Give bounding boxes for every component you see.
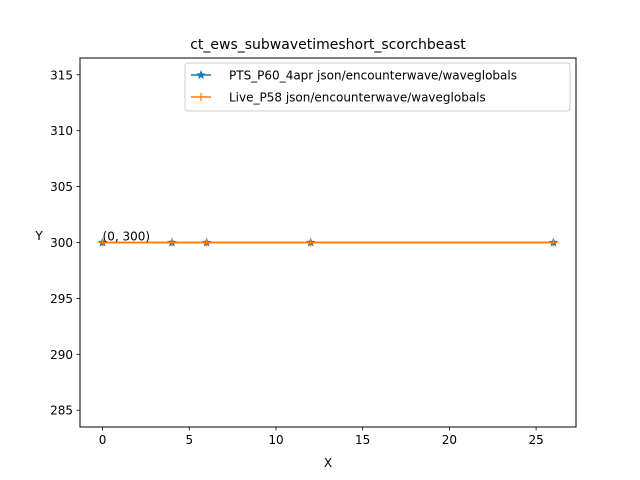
x-tick-label: 0 [99, 433, 107, 447]
legend-box [184, 62, 571, 112]
x-axis-label: X [324, 456, 332, 470]
legend-marker [197, 93, 205, 101]
y-tick-label: 285 [50, 404, 73, 418]
legend-marker [196, 69, 206, 80]
legend-label: Live_P58 json/encounterwave/waveglobals [229, 91, 486, 105]
y-axis-label: Y [34, 229, 43, 243]
y-axis-ticks: 285 290 295 300 305 310 315 [50, 68, 80, 418]
x-tick-label: 25 [528, 433, 543, 447]
y-tick-label: 295 [50, 292, 73, 306]
annotation-layer: (0, 300) [103, 230, 151, 244]
chart-title: ct_ews_subwavetimeshort_scorchbeast [190, 37, 466, 53]
legend-label: PTS_P60_4apr json/encounterwave/waveglob… [229, 69, 517, 83]
y-tick-label: 310 [50, 124, 73, 138]
x-tick-label: 5 [185, 433, 193, 447]
x-axis-ticks: 0 5 10 15 20 25 [99, 427, 544, 447]
legend-entry: PTS_P60_4apr json/encounterwave/waveglob… [191, 69, 517, 83]
data-point [167, 238, 176, 247]
data-point [202, 238, 211, 247]
x-tick-label: 20 [442, 433, 457, 447]
y-tick-label: 305 [50, 180, 73, 194]
legend-entry: Live_P58 json/encounterwave/waveglobals [191, 91, 486, 105]
y-tick-label: 315 [50, 68, 73, 82]
data-point [549, 238, 558, 247]
y-tick-label: 300 [50, 236, 73, 250]
data-point [306, 238, 315, 247]
legend: PTS_P60_4apr json/encounterwave/waveglob… [184, 62, 571, 112]
series-layer [97, 237, 559, 247]
x-tick-label: 15 [355, 433, 370, 447]
x-tick-label: 10 [268, 433, 283, 447]
data-point [98, 238, 107, 247]
series-2 [98, 238, 558, 247]
point-annotation: (0, 300) [103, 230, 151, 244]
y-tick-label: 290 [50, 348, 73, 362]
